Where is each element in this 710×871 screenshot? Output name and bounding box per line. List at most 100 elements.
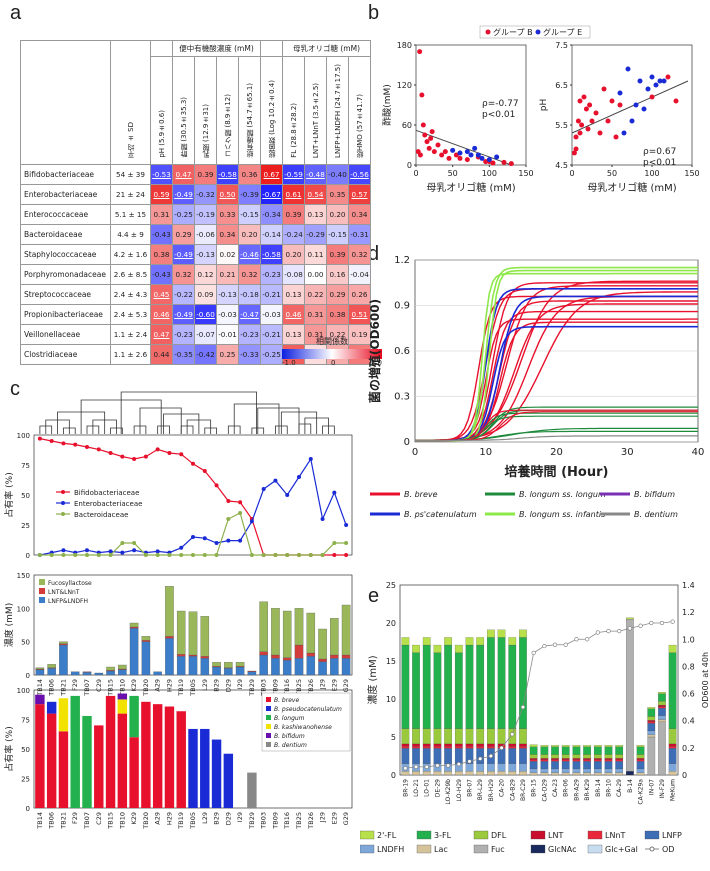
hmo-bar-segment — [668, 728, 677, 744]
legend-label: B. bifidum — [634, 490, 675, 499]
series-point — [202, 553, 207, 557]
heat-cell: 0.20 — [282, 244, 305, 265]
od-point — [542, 643, 547, 649]
stacked-bar-segment — [294, 658, 304, 676]
series-point — [155, 553, 160, 557]
x-tick-label: 20 — [550, 447, 563, 458]
point-group-b — [573, 134, 579, 140]
hmo-bar-segment — [433, 743, 442, 747]
x-tick-label: BR-K29 — [584, 779, 591, 801]
hmo-bar-segment — [465, 771, 474, 776]
hmo-bar-segment — [444, 644, 452, 729]
y-tick-label: 25 — [21, 776, 30, 784]
hmo-bar-segment — [422, 728, 431, 744]
x-tick-label: BR-15 — [531, 779, 538, 797]
y-tick-label: 25 — [386, 581, 396, 590]
stacked-bar-segment — [224, 668, 233, 676]
series-point — [261, 553, 266, 557]
hmo-bar-segment — [593, 746, 602, 755]
heat-cell: 0.47 — [150, 324, 173, 345]
hmo-bar-segment — [604, 772, 613, 776]
y-tick-label: 100 — [17, 605, 30, 613]
hmo-bar-segment — [593, 754, 602, 759]
y-tick-label: 7.5 — [555, 41, 568, 50]
heat-cell: 0.26 — [348, 284, 371, 305]
hmo-bar-segment — [529, 744, 538, 747]
heat-legend-title: 相関係数 — [316, 337, 348, 346]
heat-cell: -0.25 — [260, 344, 283, 365]
x-tick-label: TB16 — [283, 679, 291, 697]
stacked-bar-segment — [235, 666, 245, 676]
point-group-e — [657, 78, 663, 84]
hmo-bar-segment — [444, 637, 452, 646]
point-group-b — [501, 159, 507, 165]
point-group-b — [577, 130, 583, 136]
heat-cell: -0.15 — [238, 204, 261, 225]
heat-row: Veillonellaceae 1.1 ± 2.4 0.47 -0.23 -0.07 -0… — [20, 324, 371, 345]
series-point — [249, 519, 254, 524]
x-tick-label: TB25 — [295, 679, 303, 697]
e-frame — [399, 584, 679, 776]
stacked-bar-segment — [247, 670, 257, 672]
y-tick-label: 6.5 — [555, 81, 568, 90]
hmo-bar-segment — [444, 748, 452, 764]
y-tick-label: 0 — [26, 805, 30, 813]
hmo-bar-segment — [551, 768, 559, 773]
series-point — [132, 541, 137, 545]
heat-legend-min: -1.0 — [282, 359, 296, 367]
x-tick-label: CA-20 — [499, 779, 506, 797]
heat-row-name: Propionibacteriaceae — [20, 304, 111, 325]
hmo-bar-segment — [540, 759, 549, 762]
heat-cell: -0.13 — [194, 244, 217, 265]
x-tick-label: A29 — [154, 679, 162, 692]
stacked-bar-segment — [306, 652, 316, 657]
od-point — [520, 705, 526, 710]
heat-row: Propionibacteriaceae 2.4 ± 5.3 0.46 -0.49 -0… — [20, 304, 371, 325]
stacked-bar-segment — [118, 664, 127, 670]
heat-cell: -0.47 — [238, 304, 261, 325]
series-point — [179, 452, 184, 457]
y2-tick-label: 1.0 — [682, 635, 695, 644]
x-tick-label: CA-29 — [616, 779, 623, 797]
od-point — [563, 642, 568, 647]
od-point — [510, 732, 515, 737]
hmo-bar-segment — [561, 768, 570, 773]
hmo-bar-segment — [519, 728, 527, 744]
series-point — [297, 475, 301, 479]
species-bar-segment — [46, 713, 57, 808]
hmo-bar-segment — [572, 746, 581, 755]
y-tick-label: 50 — [21, 746, 30, 754]
heat-cell: 0.45 — [150, 284, 173, 305]
heat-cell: 0.13 — [304, 204, 327, 225]
series-point — [249, 553, 254, 557]
y-tick-label: 0.9 — [394, 301, 410, 312]
series-point — [191, 553, 195, 557]
x-tick-label: H29 — [165, 812, 173, 825]
series-point — [273, 478, 278, 483]
hmo-bar-segment — [529, 772, 538, 776]
heat-row-mean: 54 ± 39 — [110, 164, 151, 185]
heat-row-name: Veillonellaceae — [20, 324, 111, 345]
point-group-b — [457, 155, 463, 161]
series-point — [155, 447, 160, 452]
hmo-bar-segment — [551, 746, 559, 755]
y-axis-label: 菌の増殖(OD600) — [367, 299, 382, 403]
hmo-bar-segment — [401, 771, 410, 776]
hmo-bar-segment — [647, 730, 656, 735]
x-tick-label: 10 — [479, 447, 492, 458]
series-point — [96, 447, 101, 452]
x-tick-label: LO-01 — [424, 779, 431, 797]
heat-legend-max: 1.0 — [370, 359, 382, 367]
scatter-ph: 4.5 5.5 6.5 7.5 0 50 100 150 母乳オリゴ糖 (mM) pH ρ=0.67… — [539, 41, 700, 194]
heat-cell: 0.13 — [282, 324, 305, 345]
heat-row-mean: 1.1 ± 2.4 — [110, 324, 151, 345]
x-tick-label: LO-K29b — [445, 779, 452, 805]
x-tick-label: TB29 — [248, 679, 256, 697]
stacked-bar-segment — [259, 601, 268, 652]
heat-cell: 0.33 — [216, 204, 239, 225]
point-group-b — [431, 149, 437, 155]
legend-label: Enterobacteriaceae — [74, 500, 142, 508]
y2-tick-label: 0.2 — [682, 744, 695, 753]
panel-label-e: e — [368, 585, 380, 607]
hmo-bar-segment — [604, 754, 613, 759]
